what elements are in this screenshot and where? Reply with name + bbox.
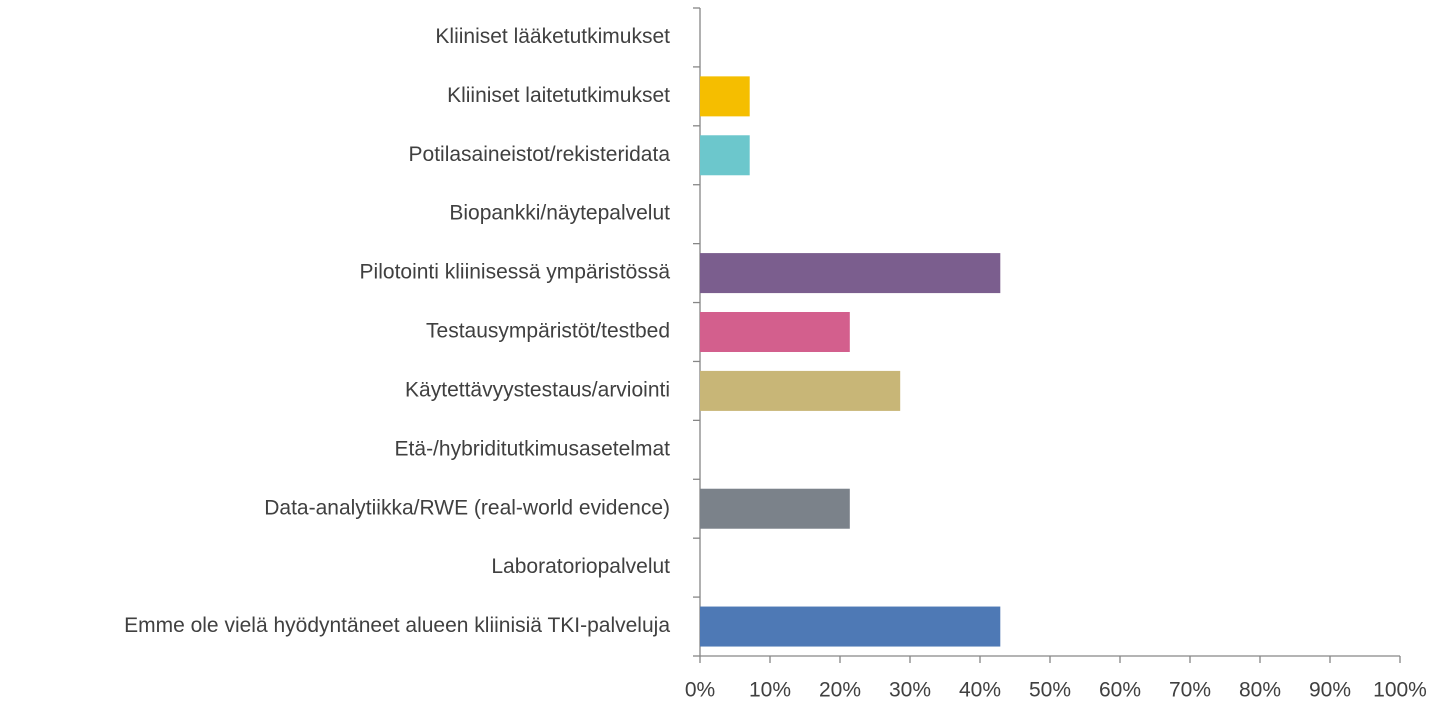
y-tick-label: Kliiniset lääketutkimukset bbox=[435, 25, 670, 48]
x-tick-label: 10% bbox=[749, 679, 791, 702]
bar bbox=[700, 76, 750, 117]
y-tick-label: Etä-/hybriditutkimusasetelmat bbox=[395, 437, 671, 460]
x-tick-label: 30% bbox=[889, 679, 931, 702]
y-tick-label: Potilasaineistot/rekisteridata bbox=[409, 143, 671, 166]
y-tick-label: Biopankki/näytepalvelut bbox=[449, 202, 670, 225]
x-tick-label: 70% bbox=[1169, 679, 1211, 702]
y-tick-label: Testausympäristöt/testbed bbox=[426, 320, 670, 343]
bar bbox=[700, 253, 1001, 294]
x-tick-label: 100% bbox=[1373, 679, 1427, 702]
y-tick-label: Käytettävyystestaus/arviointi bbox=[405, 378, 670, 401]
bar bbox=[700, 135, 750, 176]
bar bbox=[700, 606, 1001, 647]
y-tick-label: Emme ole vielä hyödyntäneet alueen kliin… bbox=[124, 614, 670, 637]
y-tick-label: Kliiniset laitetutkimukset bbox=[447, 84, 670, 107]
bar bbox=[700, 370, 901, 411]
bar bbox=[700, 312, 850, 352]
x-tick-label: 90% bbox=[1309, 679, 1351, 702]
x-tick-label: 20% bbox=[819, 679, 861, 702]
y-tick-label: Laboratoriopalvelut bbox=[491, 555, 670, 578]
x-tick-label: 40% bbox=[959, 679, 1001, 702]
x-tick-label: 60% bbox=[1099, 679, 1141, 702]
y-tick-label: Pilotointi kliinisessä ympäristössä bbox=[360, 261, 671, 284]
x-tick-label: 50% bbox=[1029, 679, 1071, 702]
x-tick-label: 0% bbox=[685, 679, 715, 702]
bar bbox=[700, 488, 850, 529]
x-tick-label: 80% bbox=[1239, 679, 1281, 702]
y-tick-label: Data-analytiikka/RWE (real-world evidenc… bbox=[264, 496, 670, 519]
